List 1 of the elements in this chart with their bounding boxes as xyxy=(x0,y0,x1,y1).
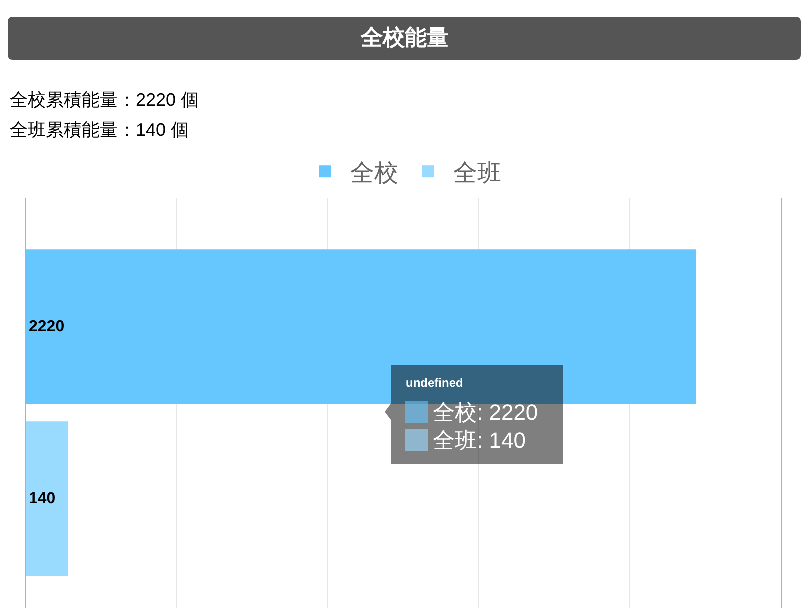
data-label: 140 xyxy=(29,490,56,508)
